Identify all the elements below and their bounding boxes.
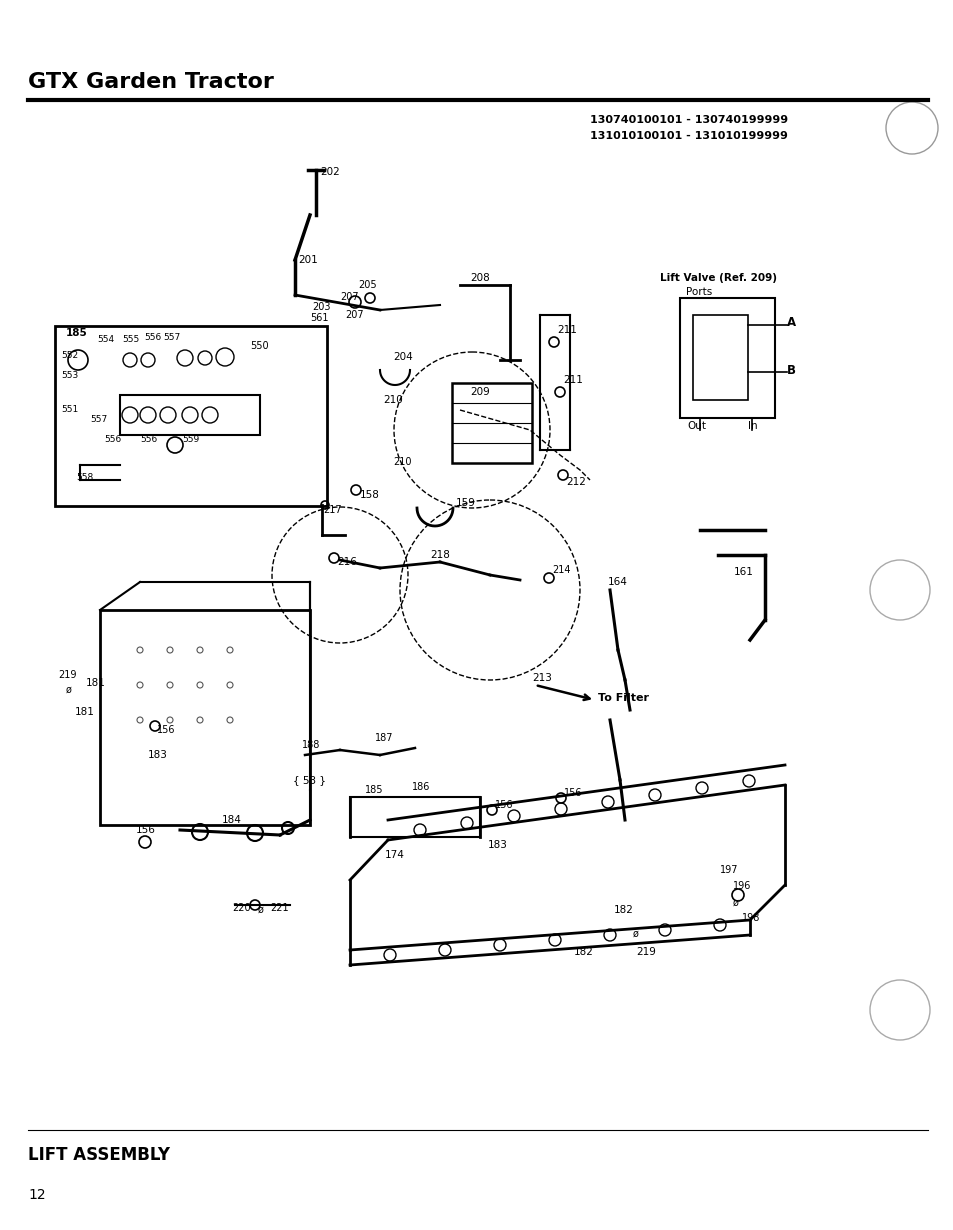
Text: 198: 198 [741, 913, 760, 922]
Text: Out: Out [686, 421, 705, 430]
Text: 203: 203 [312, 303, 330, 312]
Text: 210: 210 [393, 458, 411, 467]
Text: ø: ø [66, 685, 71, 695]
Text: 182: 182 [614, 905, 633, 915]
Text: 559: 559 [182, 435, 199, 444]
Text: { 53 }: { 53 } [293, 775, 326, 785]
Text: 156: 156 [157, 724, 175, 736]
Text: 210: 210 [382, 395, 402, 405]
Text: 131010100101 - 131010199999: 131010100101 - 131010199999 [589, 132, 787, 141]
Text: 185: 185 [365, 785, 383, 795]
Text: 183: 183 [488, 840, 507, 850]
Text: 220: 220 [232, 903, 251, 913]
Text: 207: 207 [345, 310, 363, 320]
Text: To Filter: To Filter [598, 692, 648, 704]
Text: 182: 182 [574, 947, 594, 957]
Text: 184: 184 [222, 815, 242, 825]
Text: ø: ø [633, 929, 639, 938]
Text: In: In [747, 421, 757, 430]
Text: 181: 181 [86, 678, 106, 688]
Text: 556: 556 [104, 435, 121, 444]
Bar [350, 797, 479, 836]
Text: 204: 204 [393, 352, 413, 362]
Text: 557: 557 [163, 332, 180, 342]
Text: 161: 161 [733, 567, 753, 577]
Text: 208: 208 [470, 273, 489, 283]
Bar [452, 383, 532, 462]
Text: ø: ø [257, 905, 264, 915]
Text: 211: 211 [562, 375, 582, 385]
Text: A: A [786, 316, 796, 330]
Text: 156: 156 [563, 788, 582, 798]
Text: 218: 218 [430, 550, 450, 560]
Text: 213: 213 [532, 673, 551, 683]
Text: 216: 216 [336, 557, 356, 567]
Bar [692, 315, 747, 400]
Text: 187: 187 [375, 733, 393, 743]
Text: 552: 552 [61, 352, 78, 360]
Text: 550: 550 [250, 341, 269, 351]
Bar [100, 610, 310, 825]
Text: 186: 186 [412, 782, 430, 792]
Text: 197: 197 [720, 865, 738, 875]
Text: 205: 205 [357, 280, 376, 290]
Text: 201: 201 [297, 255, 317, 264]
Text: 164: 164 [607, 577, 627, 587]
Bar [120, 395, 260, 435]
Text: 556: 556 [144, 333, 161, 342]
Text: 219: 219 [58, 670, 76, 680]
Text: 183: 183 [148, 750, 168, 760]
Text: 158: 158 [359, 490, 379, 501]
Bar [55, 326, 327, 506]
Text: ø: ø [732, 898, 739, 908]
Text: 209: 209 [470, 387, 489, 397]
Text: 554: 554 [97, 336, 114, 344]
Text: 561: 561 [310, 312, 328, 323]
Text: 156: 156 [495, 800, 513, 811]
Text: Ports: Ports [685, 287, 712, 296]
Text: 188: 188 [302, 740, 320, 750]
Text: 181: 181 [75, 707, 94, 717]
Text: 553: 553 [61, 370, 78, 380]
Text: 557: 557 [90, 416, 107, 424]
Text: 558: 558 [76, 474, 93, 482]
Text: 556: 556 [140, 435, 157, 444]
Text: 555: 555 [122, 336, 139, 344]
Text: B: B [786, 364, 795, 376]
Text: 217: 217 [323, 506, 341, 515]
Text: 219: 219 [636, 947, 655, 957]
Text: 214: 214 [552, 565, 570, 574]
Text: 174: 174 [385, 850, 404, 860]
Text: 212: 212 [565, 477, 585, 487]
Text: 196: 196 [732, 881, 751, 891]
Text: 221: 221 [270, 903, 289, 913]
Text: 211: 211 [557, 325, 577, 335]
Bar [679, 298, 774, 418]
Text: 12: 12 [28, 1188, 46, 1202]
Text: 159: 159 [456, 498, 476, 508]
Text: 207: 207 [339, 292, 358, 303]
Text: 156: 156 [136, 825, 155, 835]
Text: 130740100101 - 130740199999: 130740100101 - 130740199999 [589, 114, 787, 125]
Text: LIFT ASSEMBLY: LIFT ASSEMBLY [28, 1146, 170, 1164]
Text: 185: 185 [66, 328, 88, 338]
Text: 551: 551 [61, 406, 78, 415]
Text: Lift Valve (Ref. 209): Lift Valve (Ref. 209) [659, 273, 776, 283]
Text: GTX Garden Tractor: GTX Garden Tractor [28, 73, 274, 92]
Text: 202: 202 [319, 167, 339, 177]
